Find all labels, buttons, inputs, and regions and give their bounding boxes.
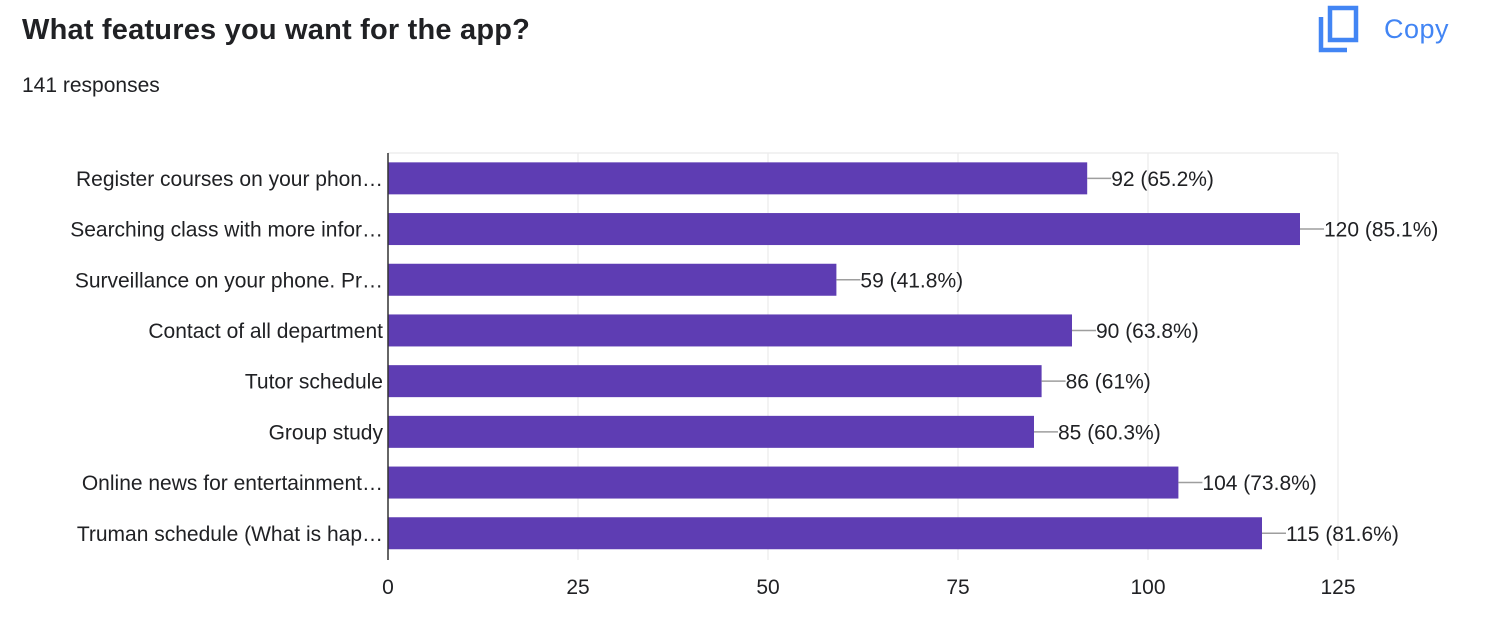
question-title: What features you want for the app? (22, 14, 531, 46)
bar-3 (388, 314, 1072, 347)
x-tick-label-5: 125 (1320, 576, 1355, 599)
category-label-2: Surveillance on your phone. Pr… (75, 269, 383, 292)
category-label-3: Contact of all department (148, 320, 383, 343)
data-label-5: 85 (60.3%) (1058, 421, 1161, 444)
category-label-6: Online news for entertainment… (82, 472, 383, 495)
category-label-1: Searching class with more infor… (70, 219, 383, 242)
category-label-0: Register courses on your phon… (76, 168, 383, 191)
x-tick-label-2: 50 (756, 576, 779, 599)
bar-5 (388, 415, 1034, 448)
x-tick-label-3: 75 (946, 576, 969, 599)
bar-1 (388, 213, 1300, 246)
bar-4 (388, 365, 1042, 398)
copy-icon (1318, 5, 1359, 53)
x-tick-label-0: 0 (382, 576, 394, 599)
bar-2 (388, 263, 837, 296)
bar-6 (388, 466, 1179, 499)
data-label-7: 115 (81.6%) (1286, 523, 1399, 546)
bar-0 (388, 162, 1088, 195)
copy-label: Copy (1384, 13, 1450, 44)
data-label-3: 90 (63.8%) (1096, 320, 1199, 343)
category-label-5: Group study (269, 421, 384, 444)
category-label-7: Truman schedule (What is hap… (77, 523, 383, 546)
data-label-2: 59 (41.8%) (860, 269, 963, 292)
bar-7 (388, 517, 1262, 550)
category-label-4: Tutor schedule (245, 371, 383, 394)
x-tick-label-1: 25 (566, 576, 589, 599)
x-tick-label-4: 100 (1130, 576, 1165, 599)
data-label-0: 92 (65.2%) (1111, 168, 1214, 191)
data-label-4: 86 (61%) (1066, 371, 1151, 394)
copy-button[interactable]: Copy (1316, 4, 1449, 54)
data-label-6: 104 (73.8%) (1202, 472, 1316, 495)
data-label-1: 120 (85.1%) (1324, 219, 1438, 242)
response-count: 141 responses (22, 74, 160, 97)
